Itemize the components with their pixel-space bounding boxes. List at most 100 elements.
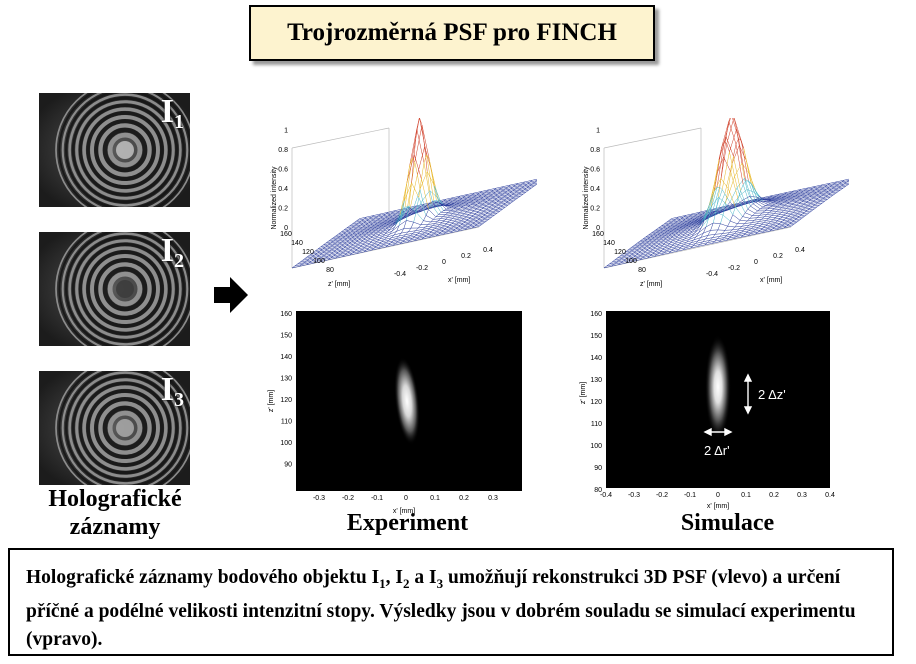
map-x-tick: 0.3 [797, 492, 807, 499]
simulation-surface-ylabel: z' [mm] [640, 281, 662, 288]
hologram-3: I3 [39, 371, 190, 485]
surface-x-tick: -0.2 [728, 265, 740, 272]
map-y-tick: 140 [280, 354, 292, 361]
hologram-3-rings [39, 371, 190, 485]
dz-label: 2 Δz' [758, 387, 786, 402]
surface-z-tick: 0.6 [278, 167, 288, 174]
map-x-tick: -0.2 [656, 492, 668, 499]
surface-depth-tick: 100 [625, 258, 637, 265]
description-sub-1: 1 [379, 575, 386, 591]
map-y-tick: 120 [280, 397, 292, 404]
map-y-tick: 110 [591, 421, 602, 428]
map-x-tick: -0.4 [600, 492, 612, 499]
map-x-tick: -0.3 [313, 495, 325, 502]
description-box: Holografické záznamy bodového objektu I1… [8, 548, 894, 656]
map-x-tick: 0.1 [430, 495, 440, 502]
simulation-map-xlabel: x' [mm] [707, 503, 729, 510]
surface-x-tick: -0.4 [706, 271, 718, 278]
surface-z-tick: 1 [284, 128, 288, 135]
holograms-caption-line1: Holografické [48, 486, 182, 512]
simulation-psf-spot [705, 335, 731, 439]
map-x-tick: 0.2 [459, 495, 469, 502]
surface-z-tick: 0 [596, 225, 600, 232]
dr-arrow-icon [703, 427, 733, 437]
map-x-tick: 0 [716, 492, 720, 499]
experiment-map-ylabel: z' [mm] [268, 390, 275, 412]
hologram-1-rings [39, 93, 190, 207]
simulation-caption: Simulace [680, 510, 775, 536]
surface-depth-tick: 160 [280, 231, 292, 238]
surface-z-tick: 0.4 [278, 186, 288, 193]
surface-x-tick: -0.4 [394, 271, 406, 278]
map-y-tick: 160 [280, 311, 292, 318]
surface-x-tick: 0.4 [483, 247, 493, 254]
surface-z-tick: 0.4 [590, 186, 600, 193]
map-x-tick: 0.4 [825, 492, 835, 499]
surface-z-tick: 0 [284, 225, 288, 232]
surface-depth-tick: 80 [638, 267, 646, 274]
description-sub-2: 2 [403, 575, 410, 591]
surface-depth-tick: 140 [603, 240, 615, 247]
map-y-tick: 160 [590, 311, 602, 318]
right-arrow-icon [214, 277, 248, 313]
surface-depth-tick: 120 [614, 249, 626, 256]
experiment-surface-xlabel: x' [mm] [448, 277, 470, 284]
description-text-3: a I [409, 567, 437, 588]
surface-z-tick: 0.2 [590, 206, 600, 213]
experiment-intensity-map: z' [mm] x' [mm] 16015014013012011010090 … [268, 311, 522, 515]
surface-z-tick: 0.8 [278, 147, 288, 154]
map-x-tick: -0.2 [342, 495, 354, 502]
experiment-psf-spot [394, 357, 420, 445]
surface-depth-tick: 80 [326, 267, 334, 274]
map-x-tick: 0.1 [741, 492, 751, 499]
experiment-map-xlabel: x' [mm] [393, 508, 415, 515]
surface-x-tick: -0.2 [416, 265, 428, 272]
map-x-tick: -0.1 [684, 492, 696, 499]
map-y-tick: 150 [280, 333, 292, 340]
surface-z-tick: 0.2 [278, 206, 288, 213]
experiment-surface-zlabel: Normalized intensity [271, 166, 278, 230]
map-y-tick: 120 [590, 399, 602, 406]
map-y-tick: 150 [590, 333, 602, 340]
map-y-tick: 110 [281, 419, 292, 426]
map-y-tick: 130 [590, 377, 602, 384]
experiment-surface-plot: Normalized intensity z' [mm] x' [mm] 0 0.… [271, 118, 537, 288]
surface-z-tick: 0.6 [590, 167, 600, 174]
simulation-intensity-map: 2 Δz' 2 Δr' z' [mm] x' [mm] 160 150 140 130… [580, 311, 835, 510]
simulation-map-ylabel: z' [mm] [580, 382, 587, 404]
surface-x-tick: 0.2 [461, 253, 471, 260]
map-y-tick: 130 [280, 376, 292, 383]
dz-arrow-icon [743, 373, 753, 415]
surface-depth-tick: 120 [302, 249, 314, 256]
title-box: Trojrozměrná PSF pro FINCH [249, 5, 655, 61]
map-y-tick: 90 [594, 465, 602, 472]
holograms-caption: Holografické záznamy [20, 485, 210, 541]
surface-depth-tick: 160 [592, 231, 604, 238]
hologram-1-label: I1 [160, 93, 184, 133]
experiment-surface-ylabel: z' [mm] [328, 281, 350, 288]
surface-x-tick: 0.2 [773, 253, 783, 260]
description-sub-3: 3 [436, 575, 444, 591]
hologram-3-label: I3 [160, 371, 184, 411]
map-x-tick: 0.2 [769, 492, 779, 499]
hologram-2: I2 [39, 232, 190, 346]
map-x-tick: -0.1 [371, 495, 383, 502]
experiment-caption: Experiment [346, 510, 469, 536]
description-text-1: Holografické záznamy bodového objektu I [26, 567, 380, 588]
surface-x-tick: 0.4 [795, 247, 805, 254]
map-y-tick: 140 [590, 355, 602, 362]
hologram-2-rings [39, 232, 190, 346]
surface-x-tick: 0 [442, 259, 446, 266]
holograms-caption-line2: záznamy [69, 514, 161, 540]
map-y-tick: 100 [590, 443, 602, 450]
surface-depth-tick: 140 [291, 240, 303, 247]
map-x-tick: 0.3 [488, 495, 498, 502]
simulation-surface-zlabel: Normalized intensity [583, 166, 590, 230]
map-x-tick: -0.3 [628, 492, 640, 499]
surface-z-tick: 1 [596, 128, 600, 135]
hologram-2-label: I2 [160, 232, 184, 272]
surface-x-tick: 0 [754, 259, 758, 266]
map-y-tick: 80 [594, 487, 602, 494]
description-text-4: umožňují rekonstrukci 3D PSF (vlevo) a u… [26, 567, 856, 650]
surface-z-tick: 0.8 [590, 147, 600, 154]
